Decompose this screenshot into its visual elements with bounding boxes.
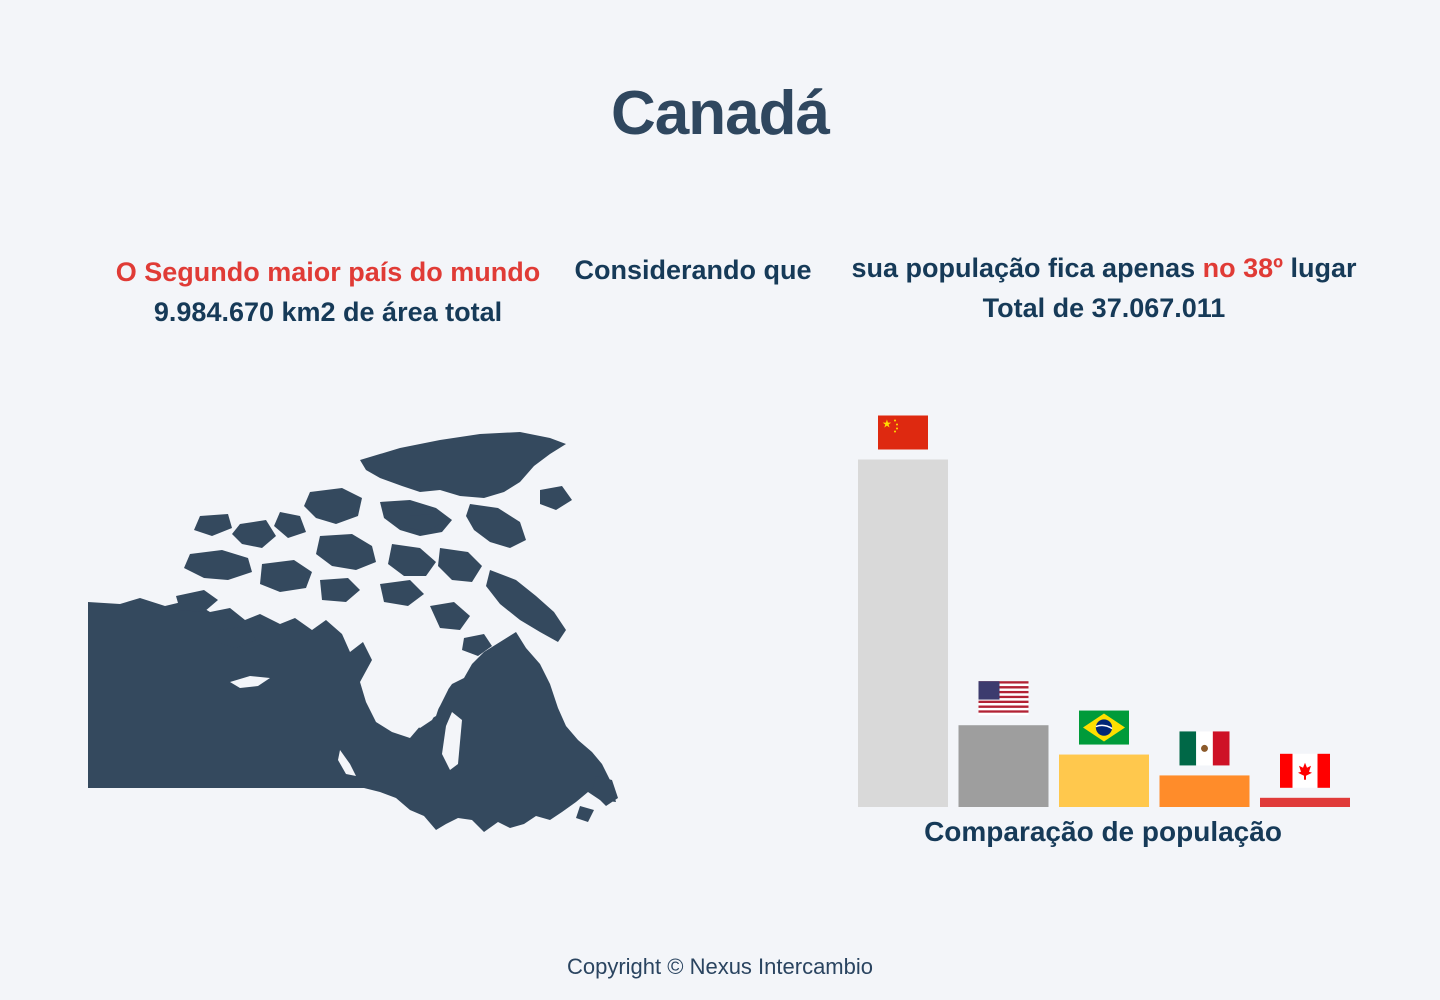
bar-mexico bbox=[1159, 775, 1250, 807]
footer-copyright: Copyright © Nexus Intercambio bbox=[566, 954, 873, 979]
population-chart: ★ bbox=[840, 400, 1370, 820]
area-total: 9.984.670 km2 de área total bbox=[153, 297, 503, 327]
mexico-flag-icon bbox=[1179, 731, 1230, 766]
bar-united-states bbox=[958, 725, 1049, 807]
usa-flag-icon bbox=[978, 681, 1029, 716]
china-flag-icon: ★ bbox=[878, 415, 928, 450]
canada-map-icon bbox=[80, 420, 625, 845]
svg-text:★: ★ bbox=[882, 417, 892, 430]
population-total: Total de 37.067.011 bbox=[982, 293, 1226, 323]
bar-china bbox=[858, 459, 948, 807]
population-info: sua população fica apenas no 38º lugar T… bbox=[826, 248, 1382, 328]
hudson-bay bbox=[370, 652, 452, 728]
bar-brazil bbox=[1059, 754, 1149, 807]
bar-canada bbox=[1260, 797, 1350, 807]
canada-mainland bbox=[88, 598, 616, 832]
brazil-flag-icon bbox=[1079, 710, 1129, 745]
area-info: O Segundo maior país do mundo 9.984.670 … bbox=[90, 252, 566, 332]
page-title: Canadá bbox=[611, 79, 830, 148]
population-rank-prefix: sua população fica apenas bbox=[851, 253, 1203, 283]
area-highlight: O Segundo maior país do mundo bbox=[115, 257, 541, 287]
population-rank-line: sua população fica apenas no 38º lugar bbox=[826, 248, 1382, 288]
population-chart-svg: ★ bbox=[858, 415, 1350, 807]
chart-xlabel: Comparação de população bbox=[924, 816, 1282, 847]
population-rank-highlight: no 38º bbox=[1202, 253, 1283, 283]
canada-flag-icon bbox=[1280, 753, 1330, 788]
connector-text: Considerando que bbox=[574, 255, 812, 285]
population-rank-suffix: lugar bbox=[1283, 253, 1357, 283]
